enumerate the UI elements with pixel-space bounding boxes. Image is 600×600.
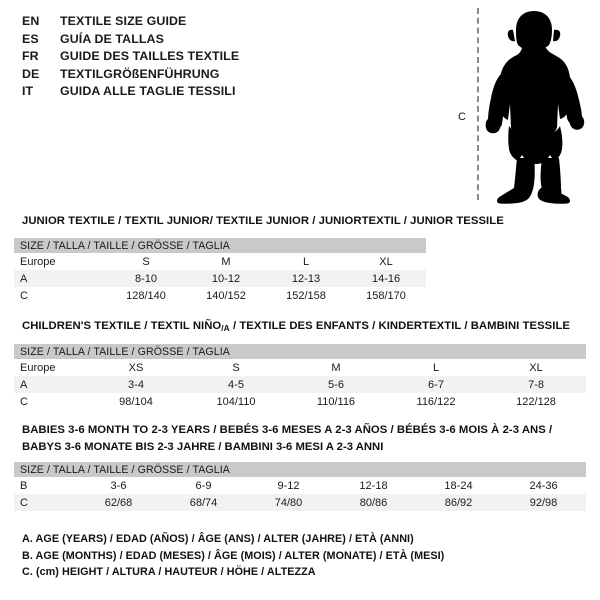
- junior-size-table: SIZE / TALLA / TAILLE / GRÖSSE / TAGLIA …: [14, 238, 427, 304]
- section-title-babies-line1: BABIES 3-6 MONTH TO 2-3 YEARS / BEBÉS 3-…: [22, 424, 553, 436]
- legend-row-c: C. (cm) HEIGHT / ALTURA / HAUTEUR / HÖHE…: [22, 566, 316, 578]
- table-row: C 62/68 68/74 74/80 80/86 86/92 92/98: [14, 494, 587, 511]
- language-row-es: ES GUÍA DE TALLAS: [22, 32, 322, 50]
- language-code: FR: [22, 49, 39, 64]
- cell: M: [186, 253, 266, 270]
- row-label: A: [14, 376, 86, 393]
- cell: 98/104: [86, 393, 186, 410]
- cell: 12-13: [266, 270, 346, 287]
- dashed-height-line-icon: [477, 8, 479, 200]
- table-row: A 8-10 10-12 12-13 14-16: [14, 270, 427, 287]
- language-header-block: EN TEXTILE SIZE GUIDE ES GUÍA DE TALLAS …: [22, 14, 322, 102]
- section-title-children: CHILDREN'S TEXTILE / TEXTIL NIÑO/A / TEX…: [22, 320, 570, 333]
- language-title: GUIDE DES TAILLES TEXTILE: [60, 49, 240, 64]
- toddler-silhouette-icon: [485, 11, 585, 204]
- cell: 3-4: [86, 376, 186, 393]
- cell: 158/170: [346, 287, 427, 304]
- cell: 18-24: [416, 477, 501, 494]
- language-row-de: DE TEXTILGRÖßENFÜHRUNG: [22, 67, 322, 85]
- section-title-children-post: / TEXTILE DES ENFANTS / KINDERTEXTIL / B…: [229, 320, 570, 332]
- cell: M: [286, 359, 386, 376]
- cell: L: [266, 253, 346, 270]
- measure-label-c: C: [458, 111, 466, 123]
- language-title: TEXTILE SIZE GUIDE: [60, 14, 187, 28]
- junior-size-bar-label: SIZE / TALLA / TAILLE / GRÖSSE / TAGLIA: [14, 238, 427, 253]
- cell: 6-9: [161, 477, 246, 494]
- row-label: C: [14, 494, 76, 511]
- language-code: IT: [22, 84, 34, 99]
- language-row-fr: FR GUIDE DES TAILLES TEXTILE: [22, 49, 322, 67]
- language-code: ES: [22, 31, 39, 46]
- cell: 7-8: [486, 376, 587, 393]
- section-title-children-sub: /A: [221, 322, 230, 333]
- cell: 3-6: [76, 477, 161, 494]
- children-size-table: SIZE / TALLA / TAILLE / GRÖSSE / TAGLIA …: [14, 344, 587, 410]
- cell: 128/140: [106, 287, 186, 304]
- cell: 12-18: [331, 477, 416, 494]
- row-label: C: [14, 287, 106, 304]
- cell: L: [386, 359, 486, 376]
- legend-row-a: A. AGE (YEARS) / EDAD (AÑOS) / ÂGE (ANS)…: [22, 533, 414, 545]
- table-row: Europe S M L XL: [14, 253, 427, 270]
- cell: 92/98: [501, 494, 587, 511]
- table-row: C 98/104 104/110 110/116 116/122 122/128: [14, 393, 587, 410]
- table-row: C 128/140 140/152 152/158 158/170: [14, 287, 427, 304]
- section-title-children-pre: CHILDREN'S TEXTILE / TEXTIL NIÑO: [22, 320, 222, 332]
- language-title: GUIDA ALLE TAGLIE TESSILI: [60, 84, 236, 99]
- cell: 80/86: [331, 494, 416, 511]
- language-row-en: EN TEXTILE SIZE GUIDE: [22, 14, 322, 32]
- legend-block: A. AGE (YEARS) / EDAD (AÑOS) / ÂGE (ANS)…: [22, 533, 542, 583]
- table-row: A 3-4 4-5 5-6 6-7 7-8: [14, 376, 587, 393]
- cell: 10-12: [186, 270, 266, 287]
- cell: 152/158: [266, 287, 346, 304]
- cell: 4-5: [186, 376, 286, 393]
- row-label: Europe: [14, 359, 86, 376]
- cell: XL: [346, 253, 427, 270]
- cell: S: [186, 359, 286, 376]
- table-row: B 3-6 6-9 9-12 12-18 18-24 24-36: [14, 477, 587, 494]
- cell: S: [106, 253, 186, 270]
- section-title-babies-line2: BABYS 3-6 MONATE BIS 2-3 JAHRE / BAMBINI…: [22, 441, 384, 453]
- cell: 9-12: [246, 477, 331, 494]
- cell: 6-7: [386, 376, 486, 393]
- cell: 104/110: [186, 393, 286, 410]
- cell: 140/152: [186, 287, 266, 304]
- cell: 5-6: [286, 376, 386, 393]
- babies-size-bar-label: SIZE / TALLA / TAILLE / GRÖSSE / TAGLIA: [14, 462, 587, 477]
- cell: 8-10: [106, 270, 186, 287]
- cell: 122/128: [486, 393, 587, 410]
- cell: 116/122: [386, 393, 486, 410]
- cell: XS: [86, 359, 186, 376]
- cell: 62/68: [76, 494, 161, 511]
- language-code: DE: [22, 66, 40, 81]
- language-title: TEXTILGRÖßENFÜHRUNG: [60, 66, 220, 81]
- cell: 68/74: [161, 494, 246, 511]
- children-size-bar-label: SIZE / TALLA / TAILLE / GRÖSSE / TAGLIA: [14, 344, 587, 359]
- row-label: A: [14, 270, 106, 287]
- children-size-bar-row: SIZE / TALLA / TAILLE / GRÖSSE / TAGLIA: [14, 344, 587, 359]
- cell: 24-36: [501, 477, 587, 494]
- row-label: C: [14, 393, 86, 410]
- table-row: Europe XS S M L XL: [14, 359, 587, 376]
- row-label: Europe: [14, 253, 106, 270]
- cell: 74/80: [246, 494, 331, 511]
- language-row-it: IT GUIDA ALLE TAGLIE TESSILI: [22, 84, 322, 102]
- legend-row-b: B. AGE (MONTHS) / EDAD (MESES) / ÂGE (MO…: [22, 549, 445, 562]
- section-title-junior: JUNIOR TEXTILE / TEXTIL JUNIOR/ TEXTILE …: [22, 215, 504, 227]
- language-title: GUÍA DE TALLAS: [60, 31, 164, 46]
- cell: 86/92: [416, 494, 501, 511]
- cell: 14-16: [346, 270, 427, 287]
- cell: XL: [486, 359, 587, 376]
- height-measure-figure: C: [452, 8, 592, 204]
- babies-size-bar-row: SIZE / TALLA / TAILLE / GRÖSSE / TAGLIA: [14, 462, 587, 477]
- cell: 110/116: [286, 393, 386, 410]
- babies-size-table: SIZE / TALLA / TAILLE / GRÖSSE / TAGLIA …: [14, 462, 587, 511]
- language-code: EN: [22, 14, 40, 28]
- row-label: B: [14, 477, 76, 494]
- junior-size-bar-row: SIZE / TALLA / TAILLE / GRÖSSE / TAGLIA: [14, 238, 427, 253]
